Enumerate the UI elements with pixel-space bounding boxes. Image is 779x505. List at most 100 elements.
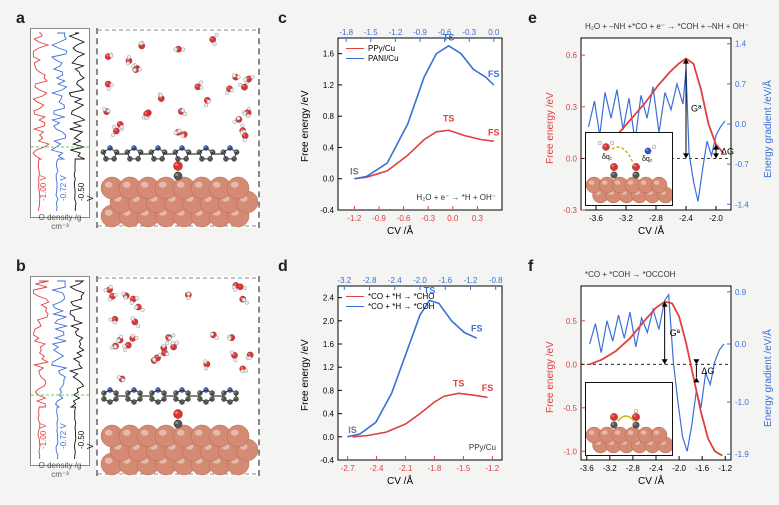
figure-root: { "labels": {"a":"a","b":"b","c":"c","d"… bbox=[0, 0, 779, 505]
inset-molecule bbox=[585, 382, 673, 456]
inset-molecule: δq₁δq₂ bbox=[585, 132, 673, 206]
svg-text:0.0: 0.0 bbox=[447, 214, 459, 223]
svg-text:-1.5: -1.5 bbox=[457, 464, 471, 473]
svg-text:-2.4: -2.4 bbox=[679, 214, 693, 223]
svg-text:-3.2: -3.2 bbox=[337, 276, 351, 285]
legend-label: *CO + *H → *COH bbox=[368, 302, 434, 311]
svg-text:-1.2: -1.2 bbox=[464, 276, 478, 285]
legend-label: PANI/Cu bbox=[368, 54, 399, 63]
svg-text:-1.9: -1.9 bbox=[735, 450, 749, 459]
svg-text:-0.9: -0.9 bbox=[372, 214, 386, 223]
svg-text:0.3: 0.3 bbox=[472, 214, 484, 223]
molecule-svg-a bbox=[98, 28, 258, 228]
density-xaxis-a: O density /g cm⁻³ bbox=[31, 213, 89, 231]
svg-text:0.0: 0.0 bbox=[566, 154, 578, 163]
svg-text:-0.5: -0.5 bbox=[563, 404, 577, 413]
xlabel: CV /Å bbox=[638, 226, 664, 237]
svg-text:0.0: 0.0 bbox=[735, 120, 747, 129]
chart-d: -0.40.00.40.81.21.62.02.4-2.7-2.4-2.1-1.… bbox=[300, 268, 510, 490]
svg-text:ΔG: ΔG bbox=[721, 147, 734, 157]
xlabel: CV /Å bbox=[638, 476, 664, 487]
svg-text:0.4: 0.4 bbox=[323, 143, 335, 152]
potential-b-2: -0.50 V bbox=[77, 431, 95, 449]
potential-b-0: -1.00 V bbox=[39, 423, 48, 449]
svg-text:0.0: 0.0 bbox=[735, 340, 747, 349]
svg-text:FS: FS bbox=[488, 69, 500, 79]
svg-text:-0.9: -0.9 bbox=[413, 28, 427, 37]
svg-text:-0.4: -0.4 bbox=[320, 206, 334, 215]
svg-text:0.9: 0.9 bbox=[735, 288, 747, 297]
svg-text:0.7: 0.7 bbox=[735, 80, 747, 89]
legend-label: *CO + *H → *CHO bbox=[368, 292, 434, 301]
svg-text:-2.7: -2.7 bbox=[341, 464, 355, 473]
panel-label-f: f bbox=[528, 258, 533, 276]
svg-text:-1.6: -1.6 bbox=[695, 464, 709, 473]
svg-text:0.5: 0.5 bbox=[566, 317, 578, 326]
svg-text:0.4: 0.4 bbox=[323, 410, 335, 419]
svg-text:-0.3: -0.3 bbox=[421, 214, 435, 223]
svg-text:-1.5: -1.5 bbox=[364, 28, 378, 37]
svg-text:δq₂: δq₂ bbox=[642, 156, 653, 163]
svg-text:-0.4: -0.4 bbox=[320, 456, 334, 465]
ylabel: Free energy /eV bbox=[300, 90, 311, 162]
sim-panel-b: O density /g cm⁻³ -1.00 V -0.72 V -0.50 … bbox=[30, 276, 260, 481]
svg-text:-1.0: -1.0 bbox=[563, 447, 577, 456]
svg-text:-3.2: -3.2 bbox=[619, 214, 633, 223]
svg-text:2.4: 2.4 bbox=[323, 294, 335, 303]
svg-text:-1.0: -1.0 bbox=[735, 398, 749, 407]
panel-label-c: c bbox=[278, 10, 287, 28]
equation-text: H₂O + –NH +*CO + e⁻ → *COH + –NH + OH⁻ bbox=[585, 22, 749, 31]
svg-text:-2.0: -2.0 bbox=[709, 214, 723, 223]
panel-label-e: e bbox=[528, 10, 537, 28]
svg-text:-2.4: -2.4 bbox=[388, 276, 402, 285]
molecule-box-b bbox=[96, 276, 260, 476]
chart-e: -3.6-3.2-2.8-2.4-2.0-0.30.00.30.6-1.4-0.… bbox=[545, 20, 767, 240]
svg-text:1.6: 1.6 bbox=[323, 50, 335, 59]
svg-text:TS: TS bbox=[443, 114, 455, 124]
chart-c: -0.40.00.40.81.21.6-1.2-0.9-0.6-0.30.00.… bbox=[300, 20, 510, 240]
ylabel-right: Energy gradient /eV/Å bbox=[763, 329, 774, 427]
svg-text:-1.2: -1.2 bbox=[389, 28, 403, 37]
legend: PPy/CuPANI/Cu bbox=[346, 44, 399, 64]
potential-a-2: -0.50 V bbox=[77, 183, 95, 201]
svg-text:0.8: 0.8 bbox=[323, 112, 335, 121]
svg-text:TS: TS bbox=[443, 32, 455, 42]
svg-text:-3.6: -3.6 bbox=[580, 464, 594, 473]
legend: *CO + *H → *CHO*CO + *H → *COH bbox=[346, 292, 434, 312]
ylabel-left: Free energy /eV bbox=[545, 341, 556, 413]
svg-text:-1.2: -1.2 bbox=[718, 464, 732, 473]
svg-text:FS: FS bbox=[482, 383, 494, 393]
svg-text:Gª: Gª bbox=[691, 104, 702, 114]
density-plot-a: O density /g cm⁻³ -1.00 V -0.72 V -0.50 … bbox=[30, 28, 90, 218]
svg-text:1.6: 1.6 bbox=[323, 340, 335, 349]
svg-text:-1.8: -1.8 bbox=[339, 28, 353, 37]
svg-text:IS: IS bbox=[350, 167, 359, 177]
svg-text:1.2: 1.2 bbox=[323, 81, 335, 90]
svg-text:0.0: 0.0 bbox=[323, 433, 335, 442]
svg-text:0.3: 0.3 bbox=[566, 103, 578, 112]
panel-label-a: a bbox=[16, 10, 25, 28]
svg-text:FS: FS bbox=[471, 323, 483, 333]
svg-text:ΔG: ΔG bbox=[701, 366, 714, 376]
panel-label-b: b bbox=[16, 258, 26, 276]
svg-text:-0.8: -0.8 bbox=[489, 276, 503, 285]
molecule-svg-b bbox=[98, 276, 258, 476]
equation-text: H₂O + e⁻ → *H + OH⁻ bbox=[416, 193, 496, 202]
sim-panel-a: O density /g cm⁻³ -1.00 V -0.72 V -0.50 … bbox=[30, 28, 260, 233]
svg-text:-0.3: -0.3 bbox=[563, 206, 577, 215]
svg-text:-1.6: -1.6 bbox=[438, 276, 452, 285]
ylabel: Free energy /eV bbox=[300, 339, 311, 411]
svg-text:-0.3: -0.3 bbox=[462, 28, 476, 37]
svg-text:-2.8: -2.8 bbox=[626, 464, 640, 473]
svg-text:-2.0: -2.0 bbox=[672, 464, 686, 473]
svg-text:2.0: 2.0 bbox=[323, 317, 335, 326]
svg-text:0.0: 0.0 bbox=[323, 175, 335, 184]
density-xaxis-b: O density /g cm⁻³ bbox=[31, 461, 89, 479]
svg-text:-1.2: -1.2 bbox=[485, 464, 499, 473]
svg-text:-1.8: -1.8 bbox=[428, 464, 442, 473]
svg-text:-2.8: -2.8 bbox=[649, 214, 663, 223]
equation-text: PPy/Cu bbox=[469, 443, 496, 452]
legend-label: PPy/Cu bbox=[368, 44, 395, 53]
svg-text:-3.2: -3.2 bbox=[603, 464, 617, 473]
panel-label-d: d bbox=[278, 258, 288, 276]
